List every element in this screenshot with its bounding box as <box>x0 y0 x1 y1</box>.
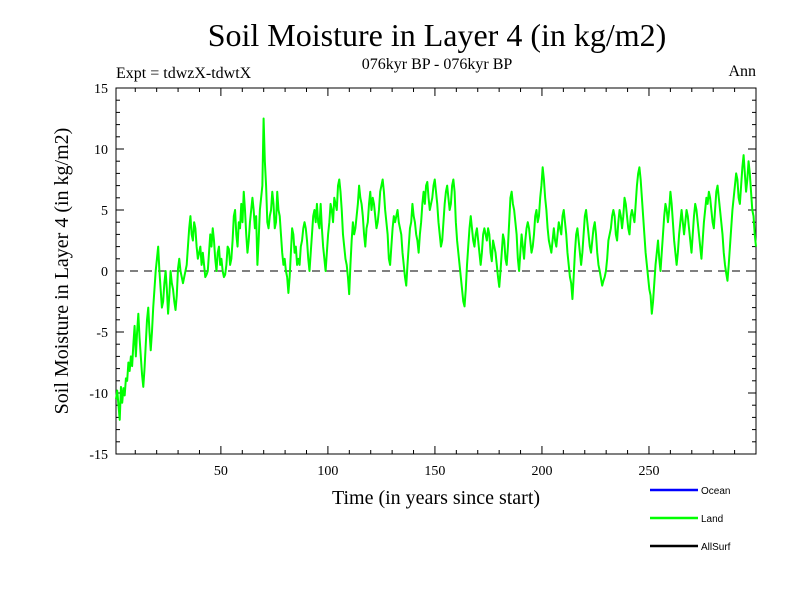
x-tick-label: 250 <box>638 464 659 479</box>
series-line-land <box>115 117 757 421</box>
y-tick-label: -10 <box>89 387 108 402</box>
x-tick-label: 150 <box>424 464 445 479</box>
x-axis-label: Time (in years since start) <box>332 487 540 509</box>
chart-title: Soil Moisture in Layer 4 (in kg/m2) <box>208 17 667 53</box>
y-tick-label: 15 <box>94 82 108 97</box>
chart-subtitle: 076kyr BP - 076kyr BP <box>362 56 513 73</box>
x-tick-label: 200 <box>531 464 552 479</box>
y-tick-label: 10 <box>94 143 108 158</box>
y-tick-label: -15 <box>89 448 108 463</box>
legend-label-allsurf: AllSurf <box>701 542 731 553</box>
legend-label-ocean: Ocean <box>701 486 730 497</box>
x-axis: 50 100 150 200 250 <box>134 88 736 479</box>
x-tick-label: 50 <box>214 464 228 479</box>
y-tick-label: 0 <box>101 265 108 280</box>
x-tick-label: 100 <box>317 464 338 479</box>
y-tick-label: 5 <box>101 204 108 219</box>
experiment-label: Expt = tdwzX-tdwtX <box>116 65 252 82</box>
legend-label-land: Land <box>701 514 723 525</box>
season-label: Ann <box>728 63 756 80</box>
legend: Ocean Land AllSurf <box>650 486 731 553</box>
y-tick-label: -5 <box>96 326 108 341</box>
y-axis-label: Soil Moisture in Layer 4 (in kg/m2) <box>51 128 73 415</box>
